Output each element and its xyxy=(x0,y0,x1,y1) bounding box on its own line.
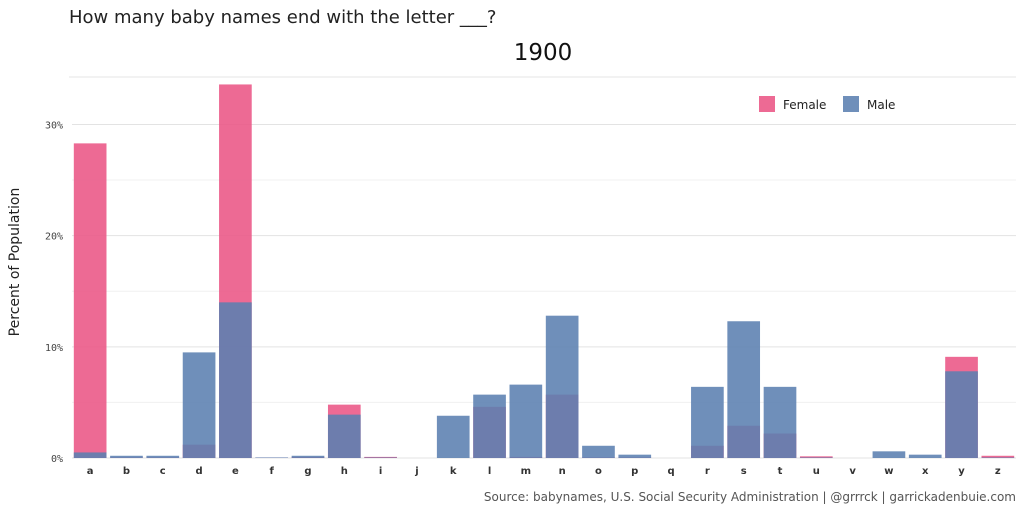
bar-male-h xyxy=(327,414,361,458)
bar-male-t xyxy=(763,386,797,458)
x-tick-label: q xyxy=(667,466,674,477)
x-tick-label: r xyxy=(705,466,710,477)
x-tick-label: g xyxy=(304,466,311,477)
bar-male-g xyxy=(291,455,325,458)
x-tick-label: o xyxy=(595,466,602,477)
bar-male-a xyxy=(73,452,107,458)
bar-female-u xyxy=(799,456,833,458)
chart-title: How many baby names end with the letter … xyxy=(69,7,496,28)
bar-male-s xyxy=(727,321,761,458)
bar-male-w xyxy=(872,451,906,458)
bar-female-a xyxy=(73,143,107,458)
bar-male-b xyxy=(110,455,143,458)
bar-male-z xyxy=(981,457,1015,458)
bar-male-m xyxy=(509,384,543,458)
x-tick-label: y xyxy=(958,466,965,477)
x-tick-label: d xyxy=(195,466,202,477)
x-tick-label: k xyxy=(450,466,457,477)
x-tick-label: s xyxy=(741,466,747,477)
x-tick-label: z xyxy=(995,466,1001,477)
x-tick-label: l xyxy=(488,466,491,477)
y-tick-label: 0% xyxy=(51,454,63,465)
bar-male-y xyxy=(945,371,978,458)
legend-label-female: Female xyxy=(783,98,826,112)
x-tick-label: w xyxy=(884,466,893,477)
source-caption: Source: babynames, U.S. Social Security … xyxy=(484,490,1016,504)
bar-male-i xyxy=(364,457,397,458)
bars xyxy=(73,84,1015,459)
x-tick-label: u xyxy=(813,466,820,477)
bar-male-l xyxy=(473,394,506,458)
x-tick-label: p xyxy=(631,466,638,477)
bar-male-o xyxy=(582,445,615,458)
x-ticks: a b c d e f g h i j k l m n o p q r s t u v w x y z xyxy=(87,466,1001,477)
y-axis-label: Percent of Population xyxy=(7,188,23,337)
x-tick-label: f xyxy=(270,466,275,477)
x-tick-label: c xyxy=(160,466,166,477)
bar-female-z xyxy=(981,455,1015,458)
x-tick-label: m xyxy=(521,466,531,477)
x-tick-label: b xyxy=(123,466,130,477)
bar-male-u xyxy=(799,457,833,458)
bar-male-d xyxy=(182,352,216,458)
y-tick-label: 10% xyxy=(45,343,63,354)
bar-male-p xyxy=(618,454,652,458)
x-tick-label: v xyxy=(849,466,856,477)
bar-male-r xyxy=(691,386,724,458)
x-tick-label: j xyxy=(414,466,418,477)
x-tick-label: x xyxy=(922,466,929,477)
bar-male-f xyxy=(255,457,289,458)
bar-male-k xyxy=(436,415,470,458)
y-ticks: 0% 10% 20% 30% xyxy=(45,120,63,465)
bar-male-e xyxy=(219,302,252,458)
x-tick-label: n xyxy=(559,466,566,477)
x-tick-label: e xyxy=(232,466,239,477)
bar-male-x xyxy=(908,454,942,458)
legend-label-male: Male xyxy=(867,98,895,112)
chart-subtitle-year: 1900 xyxy=(514,40,573,66)
y-tick-label: 20% xyxy=(45,232,63,243)
legend: Female Male xyxy=(759,96,895,112)
x-tick-label: i xyxy=(379,466,382,477)
legend-swatch-male xyxy=(843,96,859,112)
bar-male-n xyxy=(545,315,579,458)
x-tick-label: t xyxy=(778,466,783,477)
x-tick-label: a xyxy=(87,466,94,477)
x-tick-label: h xyxy=(341,466,348,477)
bar-male-c xyxy=(146,455,180,458)
y-tick-label: 30% xyxy=(45,120,63,131)
legend-swatch-female xyxy=(759,96,775,112)
